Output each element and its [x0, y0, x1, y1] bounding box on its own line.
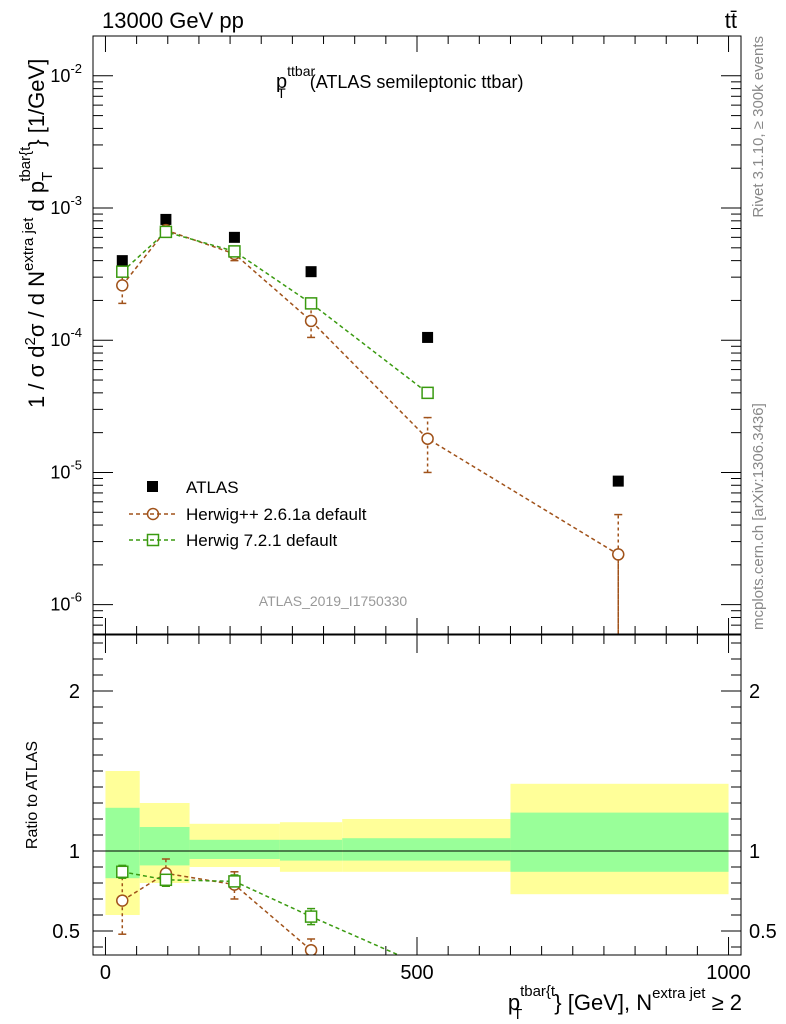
legend-marker-herwigpp — [146, 507, 160, 521]
herwig7-ratio-point — [159, 873, 173, 887]
atlas-data-point — [612, 475, 624, 487]
analysis-watermark: ATLAS_2019_I1750330 — [259, 593, 408, 609]
x-tick-label: 0 — [100, 962, 111, 984]
legend-entry-herwigpp: Herwig++ 2.6.1a default — [129, 505, 367, 524]
main-frame — [92, 35, 742, 635]
herwigpp-point — [421, 432, 434, 445]
atlas-data-point — [228, 231, 240, 243]
herwig7-ratio-point — [228, 875, 241, 888]
x-axis-label: ptbar{t T} [GeV], Nextra jet ≥ 2 — [508, 983, 742, 1023]
herwig7-line — [121, 231, 429, 394]
main-y-tick-label: 10-6 — [50, 590, 82, 615]
legend-label-atlas: ATLAS — [186, 478, 239, 497]
atlas-data-point — [305, 266, 317, 278]
herwig7-ratio-point — [116, 865, 129, 879]
ratio-y-axis-label: Ratio to ATLAS — [24, 741, 41, 849]
ratio-panel: 0.5 0.5 1 1 2 2 0 500 1000 Ratio to ATLAS ptbar{… — [24, 634, 777, 1023]
herwig7-point — [228, 245, 241, 258]
ratio-band-inner — [279, 839, 343, 861]
legend-marker-herwig7 — [146, 533, 160, 547]
legend-label-herwig7: Herwig 7.2.1 default — [186, 531, 337, 550]
ratio-band-inner — [342, 838, 511, 861]
main-y-tick-label: 10-5 — [50, 457, 82, 482]
x-tick-label: 1000 — [706, 962, 751, 984]
ratio-frame — [92, 634, 742, 956]
ratio-y-tick-label-right: 2 — [749, 681, 760, 703]
ratio-y-tick-label: 0.5 — [52, 921, 80, 943]
ratio-y-tick-label-right: 1 — [749, 841, 760, 863]
atlas-data-point — [116, 255, 128, 267]
herwigpp-line — [121, 229, 619, 556]
herwigpp-ratio-point — [304, 943, 318, 955]
atlas-data-point — [422, 331, 434, 343]
ratio-y-tick-label-right: 0.5 — [749, 921, 777, 943]
herwig7-point — [304, 297, 318, 310]
legend-label-herwigpp: Herwig++ 2.6.1a default — [186, 505, 367, 524]
herwig7-point — [116, 265, 129, 278]
herwig7-ratio-point — [304, 910, 318, 923]
legend: ATLAS Herwig++ 2.6.1a default Herwig 7.2… — [129, 478, 367, 550]
mcplots-label: mcplots.cern.ch [arXiv:1306.3436] — [750, 403, 767, 630]
herwigpp-ratio-point — [116, 894, 129, 907]
herwigpp-point — [612, 548, 625, 561]
atlas-data-point — [160, 213, 172, 225]
ratio-band-inner — [189, 839, 280, 859]
ratio-y-tick-label: 2 — [69, 681, 80, 703]
rivet-label: Rivet 3.1.10, ≥ 300k events — [750, 36, 767, 218]
main-y-tick-label: 10-2 — [50, 61, 82, 86]
main-y-tick-label: 10-4 — [50, 325, 82, 350]
legend-entry-herwig7: Herwig 7.2.1 default — [129, 531, 337, 550]
herwigpp-ratio-line — [121, 872, 316, 955]
legend-marker-atlas — [147, 481, 158, 492]
ratio-band-inner — [510, 812, 729, 872]
main-y-axis-label: 1 / σ d2σ / d Nextra jet d pTtbar{t} [1/… — [17, 59, 56, 408]
ratio-y-tick-label: 1 — [69, 841, 80, 863]
main-y-tick-label: 10-3 — [50, 193, 82, 218]
herwigpp-point — [116, 279, 129, 292]
herwig7-point — [421, 386, 434, 400]
herwig7-point — [159, 225, 173, 239]
x-tick-label: 500 — [400, 962, 433, 984]
process-label: tt̄ — [725, 8, 737, 33]
main-title: pttbar T(ATLAS semileptonic ttbar) — [276, 63, 523, 101]
legend-entry-atlas: ATLAS — [147, 478, 239, 497]
energy-label: 13000 GeV pp — [102, 8, 244, 33]
herwigpp-point — [304, 314, 318, 328]
main-panel: ATLAS_2019_I1750330 10-6 10-5 10-4 10-3 10-2… — [17, 35, 742, 635]
